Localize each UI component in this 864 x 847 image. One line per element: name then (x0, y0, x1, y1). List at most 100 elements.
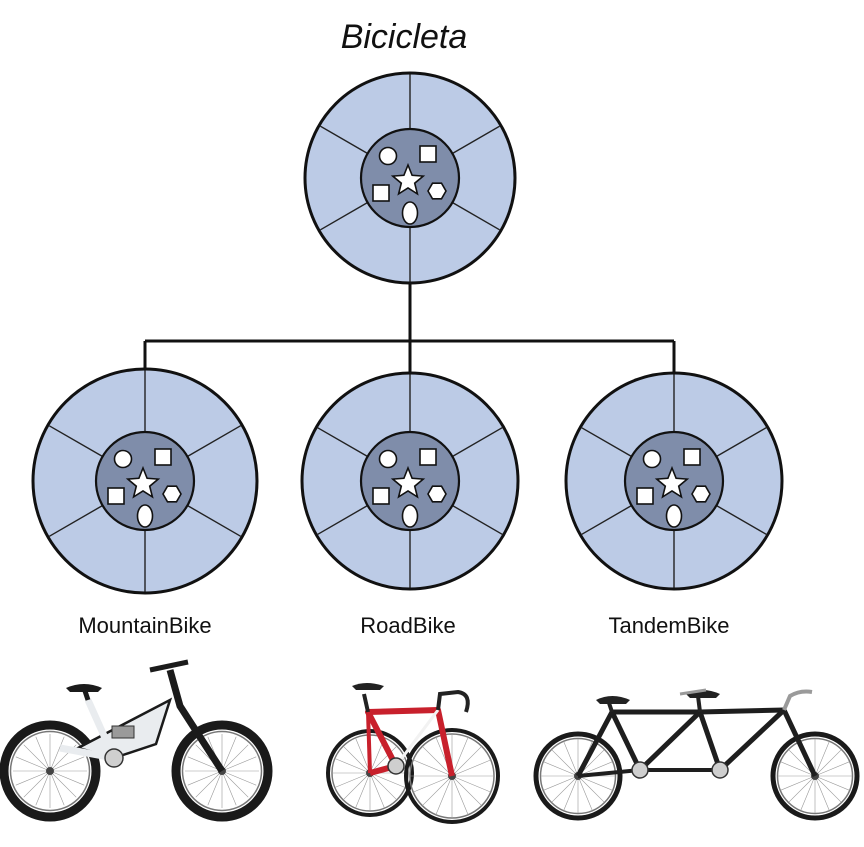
bike-spoke (422, 746, 453, 777)
bike-fork (166, 669, 225, 773)
object-roadbike (300, 371, 520, 591)
object-mountainbike (31, 367, 259, 595)
object-divider (452, 201, 500, 231)
circle-icon (642, 449, 662, 469)
bike-spoke (814, 775, 842, 803)
bike-handlebar (149, 659, 189, 673)
bike-spoke (221, 770, 237, 806)
bike-spoke (563, 741, 579, 777)
bike-spoke (369, 745, 398, 774)
bike-spoke (355, 772, 371, 809)
bike-tire (533, 731, 623, 821)
label-roadbike: RoadBike (360, 613, 455, 638)
object-divider (317, 427, 368, 458)
bike-hub (46, 767, 54, 775)
bike-spoke (814, 775, 850, 791)
bike-spoke (451, 775, 482, 806)
bike-wheel (533, 731, 623, 821)
bike-spoke (577, 775, 605, 803)
bike-spoke (23, 744, 51, 772)
ellipse-icon (401, 504, 419, 528)
bike-spoke (800, 775, 816, 811)
bike-spoke (451, 746, 482, 777)
object-bicicleta (303, 71, 517, 285)
bike-spoke (49, 770, 77, 798)
bike-spoke (814, 775, 830, 811)
object-divider (452, 504, 503, 535)
bike-spoke (49, 770, 65, 806)
bike-stoker-bar (679, 688, 707, 696)
bike-chainstay (577, 768, 720, 778)
ellipse-icon (136, 504, 154, 528)
bike-spoke (35, 736, 51, 772)
bike-spoke (334, 758, 371, 774)
bike-spoke (342, 745, 371, 774)
star-icon (390, 465, 426, 499)
bike-spoke (207, 770, 223, 806)
object-divider (452, 125, 500, 155)
bike-spoke (543, 761, 579, 777)
bike-rim (181, 730, 263, 812)
bike-spoke (187, 770, 223, 786)
object-divider (320, 201, 368, 231)
bike-wheel (0, 720, 101, 822)
bike-spoke (369, 772, 398, 801)
object-divider (187, 504, 242, 537)
square-icon (372, 184, 390, 202)
ellipse-icon (401, 201, 419, 225)
bike-spoke (355, 737, 371, 774)
bike-spoke (577, 775, 593, 811)
bike-chainring (104, 748, 124, 768)
bike-spoke (814, 741, 830, 777)
bike-saddle (66, 684, 102, 692)
object-divider (716, 504, 767, 535)
bike-spoke (195, 770, 223, 798)
bike-spoke (413, 775, 453, 793)
bike-spoke (15, 770, 51, 786)
bike-spoke (413, 759, 453, 777)
bike-tire (404, 728, 500, 824)
road-bike-photo (326, 683, 500, 824)
bike-spoke (221, 744, 249, 772)
bike-saddle-rear (596, 696, 630, 704)
bike-spoke (187, 756, 223, 772)
bike-spoke (342, 772, 371, 801)
ellipse-icon (665, 504, 683, 528)
object-divider (716, 427, 767, 458)
bike-spoke (780, 775, 816, 791)
square-icon (154, 448, 172, 466)
circle-icon (378, 449, 398, 469)
square-icon (636, 487, 654, 505)
object-tandembike (564, 371, 784, 591)
square-icon (419, 145, 437, 163)
bike-spoke (221, 770, 257, 786)
bike-handlebar (436, 689, 470, 713)
bike-tire (770, 731, 860, 821)
bike-spoke (221, 756, 257, 772)
hexagon-icon (427, 485, 447, 503)
bike-spoke (369, 772, 385, 809)
bike-spoke (221, 736, 237, 772)
bike-tire (171, 720, 273, 822)
diagram-title: Bicicleta (341, 18, 468, 56)
label-tandembike: TandemBike (608, 613, 729, 638)
bike-seatpost (362, 693, 370, 713)
bike-spoke (451, 775, 469, 815)
object-divider (320, 125, 368, 155)
bike-spoke (551, 749, 579, 777)
bike-rim (539, 737, 617, 815)
tandem-bike-photo (533, 688, 860, 821)
bike-wheel (171, 720, 273, 822)
bike-spoke (49, 756, 85, 772)
bike-spoke (814, 761, 850, 777)
bike-spoke (577, 775, 613, 791)
bike-spoke (35, 770, 51, 806)
bike-wheel (404, 728, 500, 824)
bike-spoke (451, 759, 491, 777)
circle-icon (378, 146, 398, 166)
bike-spoke (814, 749, 842, 777)
star-icon (654, 465, 690, 499)
object-divider (48, 425, 103, 458)
bike-seatstay (366, 711, 372, 774)
